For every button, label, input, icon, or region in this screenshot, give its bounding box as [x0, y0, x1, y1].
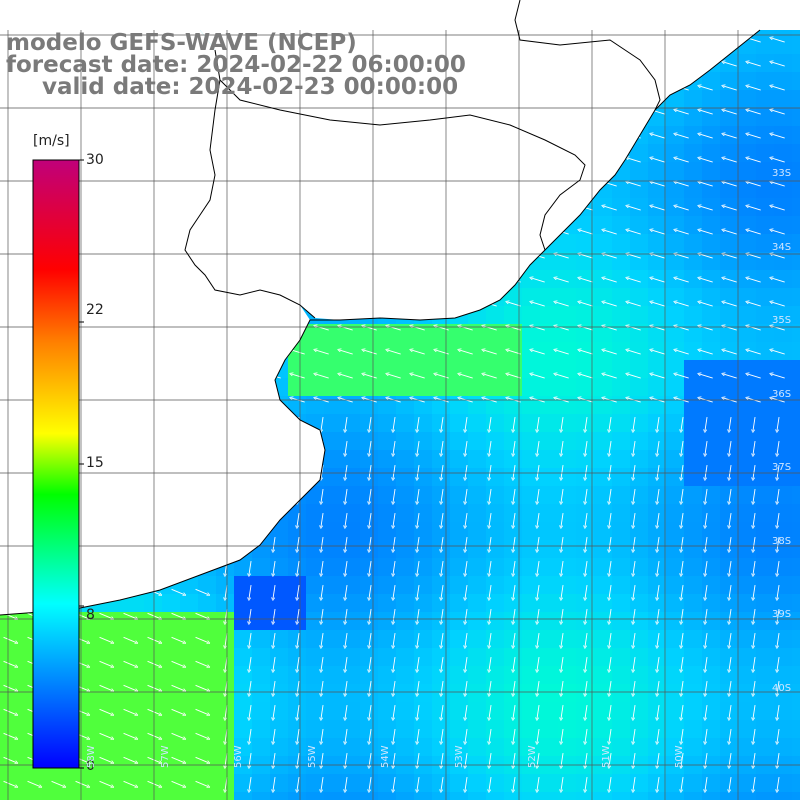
lon-label: 55W	[306, 745, 318, 768]
lon-label: 56W	[233, 745, 244, 768]
colorbar-tick-8: 8	[86, 607, 95, 623]
title-forecast-date: forecast date: 2024-02-22 06:00:00	[6, 52, 466, 78]
lat-label: 39S	[772, 609, 792, 620]
title-valid-date: valid date: 2024-02-23 00:00:00	[42, 74, 459, 100]
lat-label: 40S	[772, 682, 792, 694]
colorbar	[32, 159, 80, 769]
lon-label: 52W	[527, 745, 538, 768]
lat-label: 36S	[772, 388, 792, 400]
lat-label: 33S	[772, 168, 792, 179]
lat-label: 34S	[772, 241, 792, 253]
lat-label: 35S	[772, 315, 792, 326]
land-area	[0, 0, 800, 320]
lon-label: 53W	[453, 745, 465, 768]
lon-label: 50W	[674, 745, 685, 768]
colorbar-tick-30: 30	[86, 152, 104, 168]
colorbar-tick-15: 15	[86, 455, 104, 471]
colorbar-tick-0: 0	[86, 758, 95, 774]
lon-label: 57W	[159, 745, 171, 768]
lon-label: 51W	[600, 745, 612, 768]
colorbar-tick-22: 22	[86, 302, 104, 318]
lat-label: 38S	[772, 535, 792, 547]
colorbar-ticks	[79, 159, 84, 769]
lat-label: 37S	[772, 462, 792, 473]
lon-label: 58W	[86, 745, 97, 768]
colorbar-unit: [m/s]	[33, 133, 70, 149]
lon-label: 54W	[380, 745, 391, 768]
coastline	[0, 0, 761, 616]
lat-lon-grid	[0, 30, 800, 800]
title-model: modelo GEFS-WAVE (NCEP)	[6, 30, 357, 56]
